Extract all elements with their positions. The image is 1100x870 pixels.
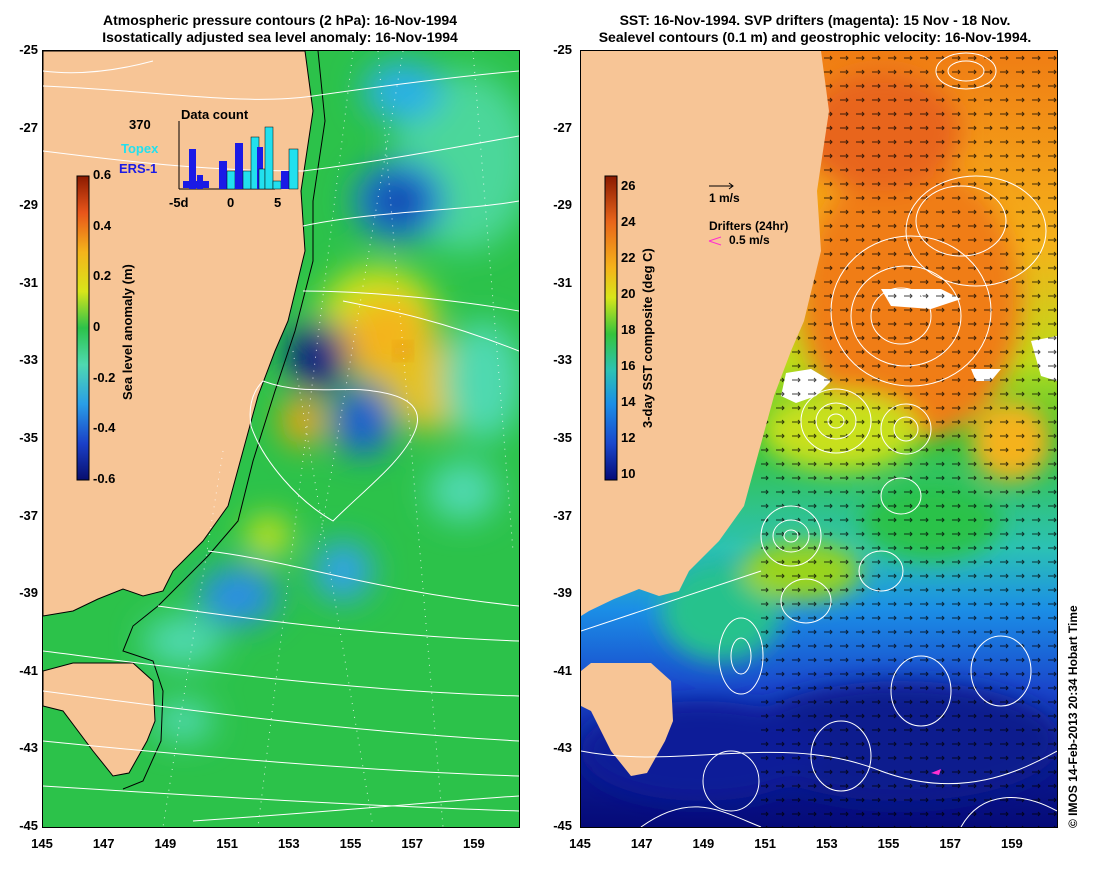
drifter-scale-arrow xyxy=(708,236,722,246)
right-lat-m25: -25 xyxy=(553,42,572,57)
sla-colorbar xyxy=(76,175,90,481)
altimeter-ground-tracks xyxy=(162,51,514,827)
velocity-scale-label: 1 m/s xyxy=(709,191,740,205)
left-lat-m25: -25 xyxy=(19,42,38,57)
legend-topex: Topex xyxy=(121,141,159,156)
left-lat-m39: -39 xyxy=(19,585,38,601)
sla-tick-0.6: 0.6 xyxy=(93,167,112,182)
inset-xtick-0: 0 xyxy=(227,195,235,210)
right-title-line2: Sealevel contours (0.1 m) and geostrophi… xyxy=(598,29,1032,45)
left-lon-155: 155 xyxy=(339,836,362,851)
sst-tick-26: 26 xyxy=(621,178,636,193)
sst-tick-20: 20 xyxy=(621,286,636,301)
tasmania-right xyxy=(581,663,673,776)
continental-shelf-edge xyxy=(122,51,326,790)
left-lat-m31: -31 xyxy=(19,274,38,290)
data-count-inset xyxy=(178,121,299,190)
right-lon-155: 155 xyxy=(877,836,900,851)
right-lon-151: 151 xyxy=(754,836,776,851)
sla-tick-0: 0 xyxy=(93,319,101,334)
sst-tick-24: 24 xyxy=(621,214,636,229)
copyright-notice: © IMOS 14-Feb-2013 20:34 Hobart Time xyxy=(1066,605,1080,828)
left-lat-m29: -29 xyxy=(19,197,38,213)
right-lat-m41: -41 xyxy=(553,662,572,678)
sla-colorbar-label: Sea level anomaly (m) xyxy=(120,264,135,400)
sst-tick-22: 22 xyxy=(621,250,636,265)
left-lon-153: 153 xyxy=(277,836,300,851)
drifters-label: Drifters (24hr) xyxy=(709,219,789,233)
sst-tick-14: 14 xyxy=(621,394,636,409)
right-map-title: SST: 16-Nov-1994. SVP drifters (magenta)… xyxy=(575,12,1055,46)
right-lat-m29: -29 xyxy=(553,197,572,213)
australia-mainland-right xyxy=(581,51,829,616)
sla-tick-m0.2: -0.2 xyxy=(93,369,116,385)
sea-level-anomaly-map[interactable]: Data count 370 Topex ERS-1 -5d 0 5 xyxy=(42,50,520,828)
left-lon-145: 145 xyxy=(31,836,53,851)
pressure-contours xyxy=(43,60,519,822)
right-lat-m31: -31 xyxy=(553,274,572,290)
sla-tick-0.2: 0.2 xyxy=(93,268,112,284)
sla-tick-0.4: 0.4 xyxy=(93,217,112,233)
sla-tick-m0.4: -0.4 xyxy=(93,420,116,436)
left-lat-m35: -35 xyxy=(19,430,38,445)
sst-tick-18: 18 xyxy=(621,322,636,337)
left-lat-m41: -41 xyxy=(19,662,38,678)
right-lat-m43: -43 xyxy=(553,740,572,756)
left-lat-m45: -45 xyxy=(19,818,38,833)
right-lat-m33: -33 xyxy=(553,352,572,368)
tasmania xyxy=(43,662,156,777)
velocity-scale-arrow xyxy=(709,182,734,190)
left-lat-m43: -43 xyxy=(19,740,38,756)
right-lat-m27: -27 xyxy=(553,119,572,135)
right-lat-m45: -45 xyxy=(553,818,572,833)
left-lat-m33: -33 xyxy=(19,352,38,368)
drifters-scale-label: 0.5 m/s xyxy=(729,233,770,247)
left-lon-151: 151 xyxy=(216,836,238,851)
sst-tick-16: 16 xyxy=(621,358,636,373)
left-lat-m27: -27 xyxy=(19,119,38,135)
left-title-line2: Isostatically adjusted sea level anomaly… xyxy=(102,29,458,45)
right-lon-149: 149 xyxy=(692,836,715,851)
sst-map[interactable]: 1 m/s Drifters (24hr) 0.5 m/s xyxy=(580,50,1058,828)
sst-tick-12: 12 xyxy=(621,430,636,445)
inset-xtick-5: 5 xyxy=(274,195,282,210)
right-lon-157: 157 xyxy=(939,836,962,851)
legend-ers1: ERS-1 xyxy=(119,161,158,176)
inset-title: Data count xyxy=(181,107,249,122)
right-lon-147: 147 xyxy=(630,836,653,851)
left-lon-159: 159 xyxy=(463,836,485,851)
right-lon-159: 159 xyxy=(1001,836,1023,851)
sst-colorbar xyxy=(604,175,618,481)
left-lat-m37: -37 xyxy=(19,507,38,523)
sla-tick-m0.6: -0.6 xyxy=(93,471,116,486)
sst-tick-10: 10 xyxy=(621,466,636,481)
australia-mainland xyxy=(43,51,314,617)
left-lon-147: 147 xyxy=(92,836,115,851)
left-lon-157: 157 xyxy=(401,836,424,851)
right-lon-153: 153 xyxy=(815,836,838,851)
left-title-line1: Atmospheric pressure contours (2 hPa): 1… xyxy=(103,12,457,28)
left-map-title: Atmospheric pressure contours (2 hPa): 1… xyxy=(40,12,520,46)
left-lon-149: 149 xyxy=(154,836,177,851)
sealevel-contours xyxy=(581,52,1057,827)
right-title-line1: SST: 16-Nov-1994. SVP drifters (magenta)… xyxy=(619,12,1011,28)
sst-colorbar-label: 3-day SST composite (deg C) xyxy=(640,248,655,428)
right-lat-m35: -35 xyxy=(553,430,572,445)
inset-max-count: 370 xyxy=(129,117,151,132)
drifter-track xyxy=(931,769,941,775)
right-lat-m37: -37 xyxy=(553,507,572,523)
right-lat-m39: -39 xyxy=(553,585,572,601)
inset-xtick-minus5: -5d xyxy=(169,195,189,210)
right-lon-145: 145 xyxy=(569,836,591,851)
